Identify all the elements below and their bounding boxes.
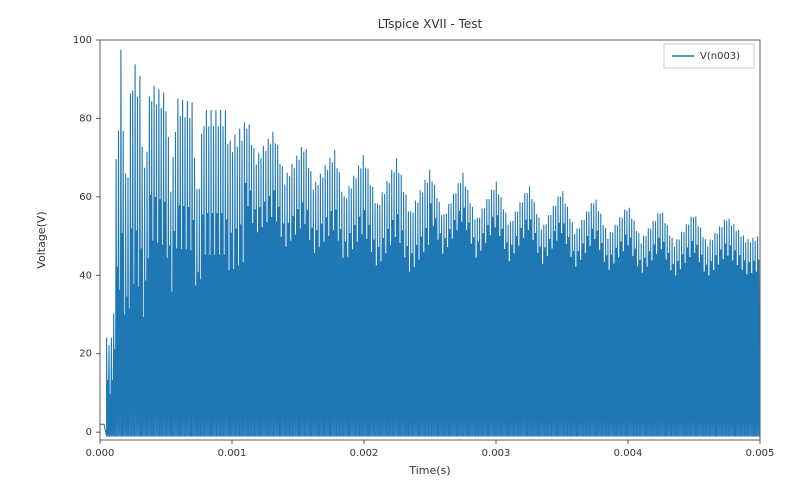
x-tick-label: 0.004: [614, 448, 643, 459]
plot-area: 0.000 0.001 0.002 0.003 0.004 0.005 0 20 40 60 80…: [73, 35, 774, 459]
x-ticks: 0.000 0.001 0.002 0.003 0.004 0.005: [86, 440, 775, 459]
x-tick-label: 0.003: [482, 448, 511, 459]
x-tick-label: 0.005: [746, 448, 775, 459]
x-tick-label: 0.001: [218, 448, 247, 459]
chart-container: LTspice XVII - Test 0.000 0.001 0.002 0.003…: [0, 0, 800, 500]
legend: V(n003): [664, 44, 754, 68]
y-tick-label: 80: [79, 113, 92, 124]
signal-line: [100, 50, 760, 436]
y-tick-label: 20: [79, 349, 92, 360]
y-axis-label: Voltage(V): [35, 211, 48, 268]
legend-label: V(n003): [700, 51, 740, 62]
y-tick-label: 60: [79, 192, 92, 203]
x-axis-label: Time(s): [408, 464, 450, 477]
y-tick-label: 100: [73, 35, 92, 46]
chart-title: LTspice XVII - Test: [378, 17, 483, 31]
chart-svg: LTspice XVII - Test 0.000 0.001 0.002 0.003…: [0, 0, 800, 500]
y-tick-label: 0: [86, 427, 92, 438]
y-ticks: 0 20 40 60 80 100: [73, 35, 100, 438]
x-tick-label: 0.002: [350, 448, 379, 459]
x-tick-label: 0.000: [86, 448, 115, 459]
y-tick-label: 40: [79, 270, 92, 281]
